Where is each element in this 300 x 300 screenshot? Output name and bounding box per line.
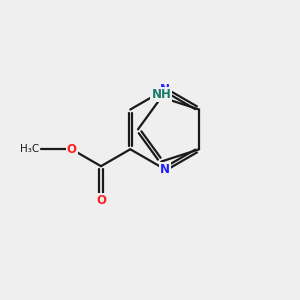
Text: O: O xyxy=(67,143,76,156)
Text: N: N xyxy=(160,163,170,176)
Text: H₃C: H₃C xyxy=(20,144,40,154)
Text: O: O xyxy=(96,194,106,207)
Text: NH: NH xyxy=(152,88,171,101)
Text: N: N xyxy=(160,83,170,96)
